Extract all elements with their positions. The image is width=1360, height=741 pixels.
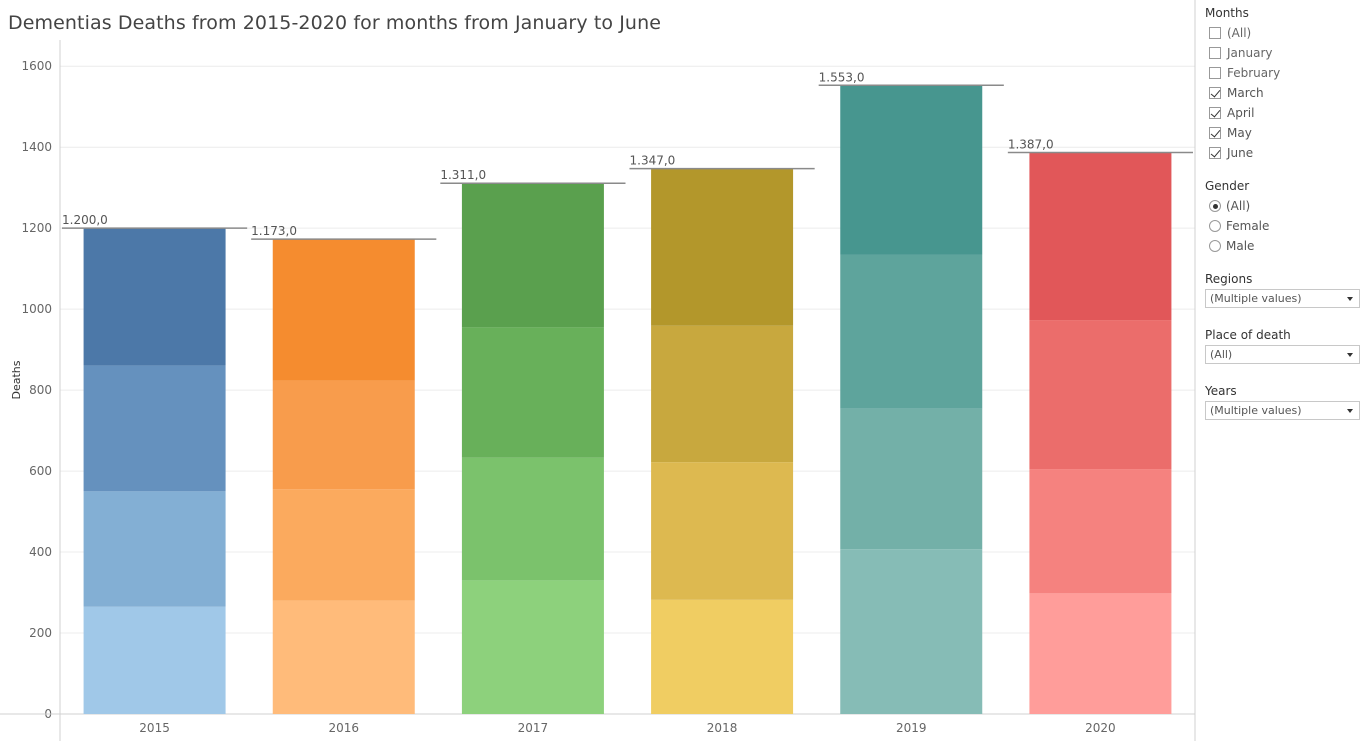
filter-panel: Months (All) January February March April May… xyxy=(1197,0,1360,741)
chart-title: Dementias Deaths from 2015-2020 for mont… xyxy=(8,12,662,34)
bar-segment xyxy=(83,491,226,607)
years-filter-title: Years xyxy=(1205,384,1237,398)
bar-segment xyxy=(651,462,794,600)
months-option-label: (All) xyxy=(1227,26,1252,40)
radio-unselected-icon[interactable] xyxy=(1209,220,1221,232)
months-option-label: February xyxy=(1227,66,1281,80)
bar-segment xyxy=(840,85,983,255)
bar-segment xyxy=(840,408,983,550)
chevron-down-icon xyxy=(1347,409,1353,413)
regions-filter-title: Regions xyxy=(1205,272,1253,286)
regions-dropdown[interactable]: (Multiple values) xyxy=(1205,289,1360,308)
bar-segment xyxy=(651,325,794,463)
total-data-label: 1.311,0 xyxy=(440,168,486,182)
months-option-label: January xyxy=(1227,46,1273,60)
radio-selected-icon[interactable] xyxy=(1209,200,1221,212)
y-tick-label: 200 xyxy=(29,626,52,640)
bar-segment xyxy=(840,254,983,409)
months-option[interactable]: April xyxy=(1209,104,1254,122)
y-tick-label: 1000 xyxy=(21,302,52,316)
checkbox-checked-icon[interactable] xyxy=(1209,107,1221,119)
y-axis-title: Deaths xyxy=(10,360,23,399)
years-dropdown-value: (Multiple values) xyxy=(1210,404,1302,417)
checkbox-unchecked-icon[interactable] xyxy=(1209,47,1221,59)
regions-dropdown-value: (Multiple values) xyxy=(1210,292,1302,305)
bar-segment xyxy=(1029,320,1172,470)
gender-filter-title: Gender xyxy=(1205,179,1250,193)
bar-segment xyxy=(461,457,604,581)
bar-segment xyxy=(1029,469,1172,594)
total-data-label: 1.553,0 xyxy=(819,70,865,84)
months-option-label: April xyxy=(1227,106,1255,120)
total-data-label: 1.347,0 xyxy=(630,154,676,168)
total-data-label: 1.173,0 xyxy=(251,224,297,238)
x-tick-label: 2018 xyxy=(707,721,738,735)
x-tick-label: 2015 xyxy=(139,721,170,735)
bar-segment xyxy=(651,599,794,714)
bar-segment xyxy=(461,327,604,458)
gender-option[interactable]: Female xyxy=(1209,217,1269,235)
checkbox-unchecked-icon[interactable] xyxy=(1209,27,1221,39)
bar-segment xyxy=(840,549,983,714)
months-filter-title: Months xyxy=(1205,6,1249,20)
checkbox-unchecked-icon[interactable] xyxy=(1209,67,1221,79)
gender-option-label: (All) xyxy=(1226,199,1251,213)
x-tick-label: 2020 xyxy=(1085,721,1116,735)
gender-option-label: Female xyxy=(1226,219,1270,233)
months-option[interactable]: January xyxy=(1209,44,1273,62)
y-tick-label: 1600 xyxy=(21,59,52,73)
checkbox-checked-icon[interactable] xyxy=(1209,87,1221,99)
stacked-bar-chart: 02004006008001000120014001600Deaths1.200… xyxy=(0,0,1196,741)
bar-segment xyxy=(651,168,794,326)
x-tick-label: 2017 xyxy=(518,721,549,735)
radio-unselected-icon[interactable] xyxy=(1209,240,1221,252)
y-tick-label: 800 xyxy=(29,383,52,397)
chevron-down-icon xyxy=(1347,297,1353,301)
years-dropdown[interactable]: (Multiple values) xyxy=(1205,401,1360,420)
months-option[interactable]: (All) xyxy=(1209,24,1251,42)
place-of-death-dropdown[interactable]: (All) xyxy=(1205,345,1360,364)
months-option[interactable]: June xyxy=(1209,144,1253,162)
bar-segment xyxy=(83,365,226,492)
gender-option[interactable]: (All) xyxy=(1209,197,1250,215)
x-tick-label: 2019 xyxy=(896,721,927,735)
checkbox-checked-icon[interactable] xyxy=(1209,147,1221,159)
gender-option[interactable]: Male xyxy=(1209,237,1254,255)
x-tick-label: 2016 xyxy=(328,721,359,735)
gender-option-label: Male xyxy=(1226,239,1255,253)
bar-segment xyxy=(272,600,415,714)
y-tick-label: 400 xyxy=(29,545,52,559)
bar-segment xyxy=(461,183,604,328)
months-option[interactable]: March xyxy=(1209,84,1264,102)
chevron-down-icon xyxy=(1347,353,1353,357)
bar-segment xyxy=(1029,152,1172,321)
checkbox-checked-icon[interactable] xyxy=(1209,127,1221,139)
y-tick-label: 1200 xyxy=(21,221,52,235)
total-data-label: 1.387,0 xyxy=(1008,137,1054,151)
bar-segment xyxy=(1029,593,1172,714)
months-option-label: March xyxy=(1227,86,1264,100)
bar-segment xyxy=(83,606,226,714)
place-of-death-filter-title: Place of death xyxy=(1205,328,1291,342)
total-data-label: 1.200,0 xyxy=(62,213,108,227)
bar-segment xyxy=(272,239,415,381)
place-of-death-dropdown-value: (All) xyxy=(1210,348,1233,361)
bar-segment xyxy=(461,580,604,714)
y-tick-label: 600 xyxy=(29,464,52,478)
bar-segment xyxy=(272,489,415,601)
bar-segment xyxy=(272,380,415,490)
bar-segment xyxy=(83,228,226,366)
y-tick-label: 1400 xyxy=(21,140,52,154)
months-option-label: May xyxy=(1227,126,1252,140)
months-option[interactable]: February xyxy=(1209,64,1280,82)
months-option-label: June xyxy=(1227,146,1254,160)
months-option[interactable]: May xyxy=(1209,124,1252,142)
